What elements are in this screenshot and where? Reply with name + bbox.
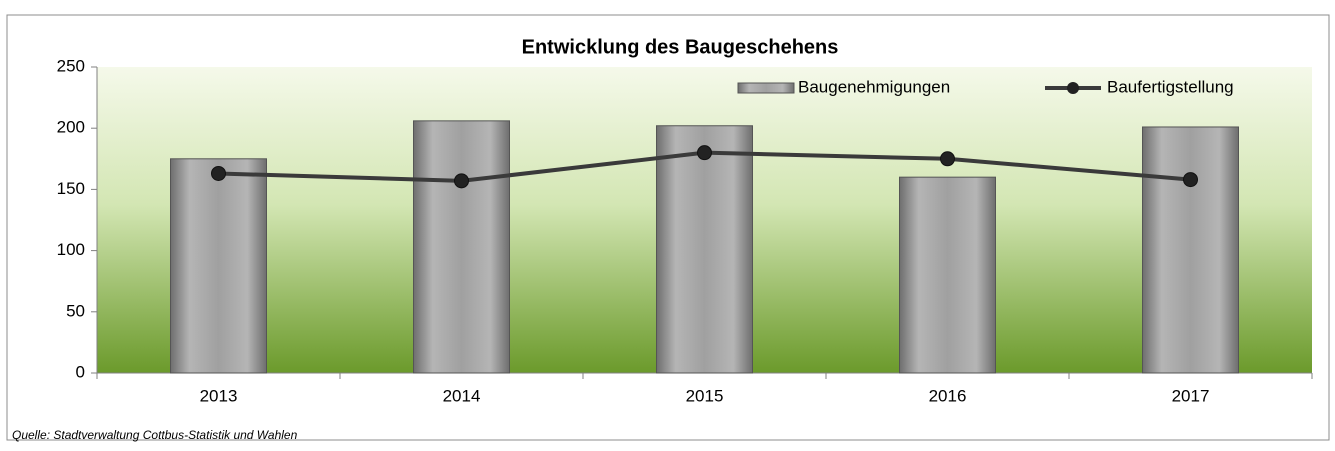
legend-marker	[1067, 82, 1079, 94]
bar	[899, 176, 996, 374]
legend-label: Baugenehmigungen	[798, 77, 950, 96]
x-tick-label: 2014	[443, 386, 481, 405]
y-tick-label: 150	[57, 179, 85, 198]
bar	[1142, 126, 1239, 374]
y-tick-label: 50	[66, 301, 85, 320]
legend-swatch	[737, 82, 795, 94]
marker	[697, 145, 712, 161]
x-tick-label: 2017	[1172, 386, 1210, 405]
bar	[413, 120, 510, 374]
x-tick-label: 2015	[686, 386, 724, 405]
y-tick-label: 200	[57, 118, 85, 137]
source: Quelle: Stadtverwaltung Cottbus-Statisti…	[12, 428, 298, 442]
marker	[1183, 172, 1198, 188]
bar	[656, 125, 753, 374]
plot: 0 50 100 150 200 250 2013 2014 2015 2016 2017 Bauge…	[57, 56, 1313, 405]
y-tick-label: 0	[76, 362, 85, 381]
bar	[170, 158, 267, 374]
y-tick-label: 250	[57, 56, 85, 75]
x-tick-label: 2016	[929, 386, 967, 405]
y-tick-label: 100	[57, 240, 85, 259]
marker	[454, 173, 469, 189]
marker	[211, 165, 226, 181]
x-tick-label: 2013	[200, 386, 238, 405]
chart-title: Entwicklung des Baugeschehens	[522, 36, 839, 58]
marker	[940, 151, 955, 167]
legend-label: Baufertigstellung	[1107, 77, 1234, 96]
